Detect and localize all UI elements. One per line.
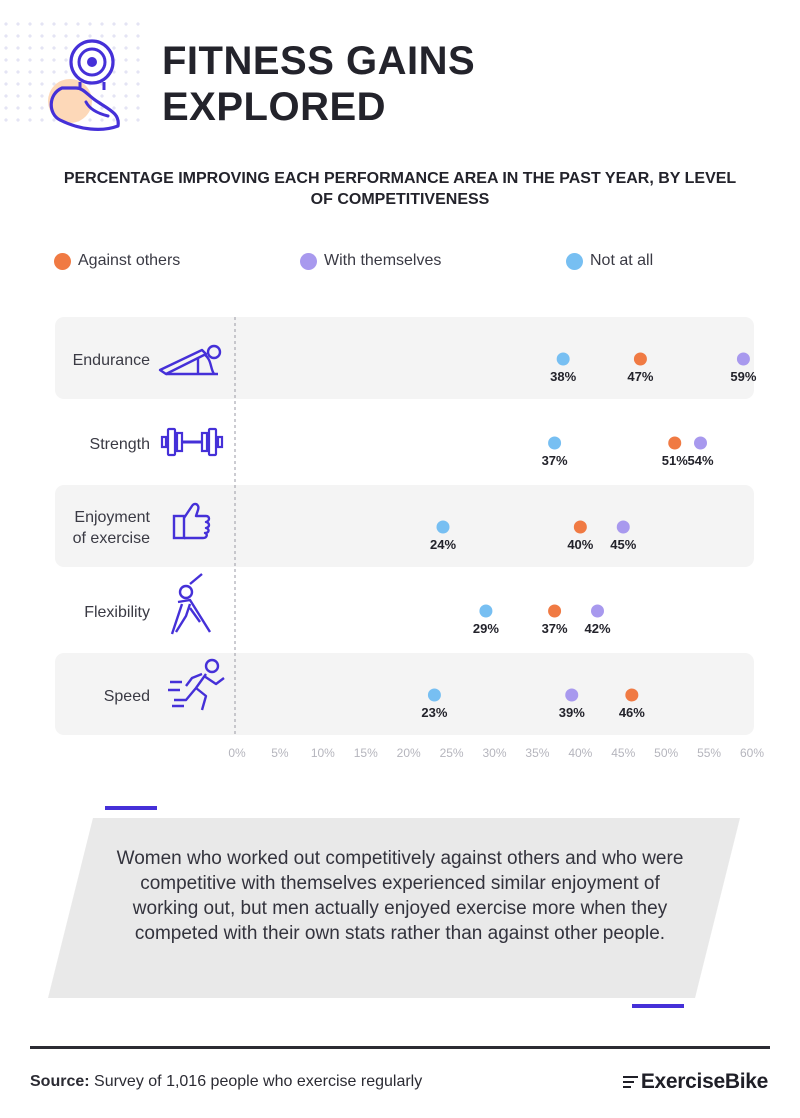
- x-tick-label: 5%: [271, 746, 289, 760]
- data-point: [694, 436, 707, 450]
- x-tick-label: 30%: [482, 746, 506, 760]
- summary-accent-top: [105, 806, 157, 810]
- data-point: [548, 436, 562, 450]
- source-note: Source: Survey of 1,016 people who exerc…: [30, 1073, 422, 1091]
- chart-subtitle: PERCENTAGE IMPROVING EACH PERFORMANCE AR…: [63, 170, 737, 208]
- data-point: [548, 604, 562, 618]
- thumbs-up-icon: [172, 502, 211, 540]
- category-label: Enjoyment of exercise: [73, 509, 151, 547]
- x-tick-label: 55%: [697, 746, 721, 760]
- data-label: 45%: [610, 537, 636, 552]
- data-point: [427, 688, 441, 702]
- x-tick-label: 0%: [228, 746, 246, 760]
- data-label: 59%: [730, 369, 756, 384]
- category-label: Speed: [104, 688, 150, 705]
- footer-divider: [30, 1046, 770, 1049]
- stretching-person-icon: [170, 573, 212, 635]
- category-label: Endurance: [73, 352, 150, 369]
- category-label-line: of exercise: [73, 530, 150, 547]
- data-label: 24%: [430, 537, 456, 552]
- x-tick-label: 60%: [740, 746, 764, 760]
- data-label: 54%: [687, 453, 713, 468]
- running-person-icon: [168, 658, 225, 711]
- data-label: 40%: [567, 537, 593, 552]
- brand-name: ExerciseBike: [640, 1070, 768, 1093]
- legend-item-against-others: Against others: [54, 252, 180, 270]
- legend-label-with-themselves: With themselves: [324, 252, 442, 269]
- data-label: 37%: [542, 453, 568, 468]
- data-point: [633, 352, 647, 366]
- summary-text: Women who worked out competitively again…: [116, 848, 684, 944]
- title-line-2: EXPLORED: [162, 85, 387, 129]
- speed-lines-icon: [622, 1073, 638, 1091]
- x-tick-label: 25%: [440, 746, 464, 760]
- data-label: 29%: [473, 621, 499, 636]
- data-label: 37%: [542, 621, 568, 636]
- category-label-line: Enjoyment: [74, 509, 150, 526]
- data-point: [556, 352, 570, 366]
- legend-item-with-themselves: With themselves: [300, 252, 441, 270]
- x-tick-label: 35%: [525, 746, 549, 760]
- legend-swatch-with-themselves: [300, 252, 317, 270]
- legend-label-not-at-all: Not at all: [590, 252, 654, 269]
- data-label: 23%: [421, 705, 447, 720]
- data-label: 38%: [550, 369, 576, 384]
- x-tick-label: 40%: [568, 746, 592, 760]
- data-label: 39%: [559, 705, 585, 720]
- summary-card: [48, 818, 740, 998]
- data-point: [436, 520, 450, 534]
- data-point: [668, 436, 682, 450]
- row-band: [55, 485, 754, 567]
- x-tick-label: 45%: [611, 746, 635, 760]
- data-label: 47%: [627, 369, 653, 384]
- x-tick-label: 50%: [654, 746, 678, 760]
- x-tick-label: 15%: [354, 746, 378, 760]
- data-point: [565, 688, 579, 702]
- data-point: [573, 520, 587, 534]
- x-tick-label: 10%: [311, 746, 335, 760]
- data-label: 51%: [662, 453, 688, 468]
- data-point: [479, 604, 493, 618]
- source-label: Source:: [30, 1073, 90, 1090]
- barbell-icon: [160, 427, 224, 457]
- flexed-arm-dumbbell-icon: [48, 39, 120, 131]
- page-title: FITNESS GAINS EXPLORED: [162, 38, 475, 130]
- category-label: Strength: [90, 436, 150, 453]
- data-label: 42%: [584, 621, 610, 636]
- title-line-1: FITNESS GAINS: [162, 39, 476, 83]
- chart-legend: Against others With themselves Not at al…: [0, 252, 800, 276]
- x-tick-label: 20%: [397, 746, 421, 760]
- source-text: Survey of 1,016 people who exercise regu…: [94, 1073, 423, 1090]
- row-band: [55, 317, 754, 399]
- data-point: [616, 520, 630, 534]
- row-band: [55, 653, 754, 735]
- legend-item-not-at-all: Not at all: [566, 252, 653, 270]
- data-point: [736, 352, 750, 366]
- summary-accent-bottom: [632, 1004, 684, 1008]
- data-point: [591, 604, 604, 618]
- category-label: Flexibility: [84, 604, 150, 621]
- legend-swatch-against-others: [54, 252, 71, 270]
- data-label: 46%: [619, 705, 645, 720]
- legend-label-against-others: Against others: [78, 252, 181, 269]
- push-up-icon: [158, 344, 222, 376]
- data-point: [625, 688, 639, 702]
- brand-logo: ExerciseBike: [622, 1070, 768, 1094]
- legend-swatch-not-at-all: [566, 252, 583, 270]
